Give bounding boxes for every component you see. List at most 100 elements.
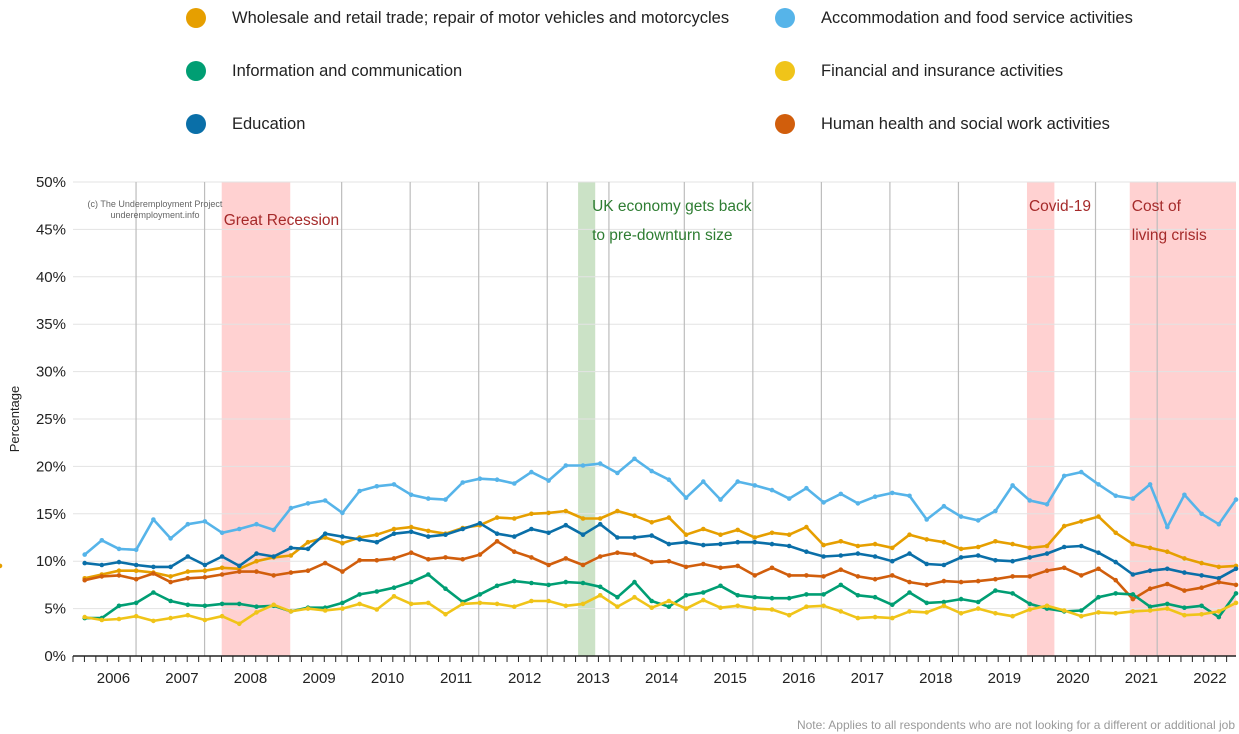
legend: Wholesale and retail trade; repair of mo… [0, 0, 1239, 150]
x-tick-label: 2012 [508, 670, 541, 687]
data-point [1147, 482, 1153, 487]
legend-item: Accommodation and food service activitie… [775, 8, 1133, 28]
data-point [1044, 568, 1050, 573]
data-point [1147, 545, 1153, 551]
data-point [460, 601, 466, 607]
y-tick-label: 50% [36, 174, 66, 191]
y-axis-label: Percentage [7, 386, 22, 453]
data-point [683, 495, 689, 501]
data-point [288, 553, 294, 558]
data-point [872, 494, 878, 500]
x-tick-label: 2022 [1193, 670, 1226, 687]
data-point [632, 552, 637, 557]
data-point [718, 497, 723, 502]
data-point [632, 513, 637, 518]
data-point [1233, 497, 1239, 502]
data-point [683, 564, 689, 570]
data-point [185, 554, 191, 559]
legend-item: Information and communication [186, 61, 462, 81]
data-point [1061, 473, 1067, 479]
data-point [907, 590, 912, 595]
data-point [907, 609, 912, 614]
data-point [890, 545, 895, 551]
data-point [1182, 588, 1187, 593]
data-point [597, 554, 603, 559]
data-point [958, 611, 964, 616]
data-point [1079, 469, 1084, 475]
data-point [924, 610, 929, 615]
data-point [408, 529, 414, 535]
watermark-text: underemployment.info [110, 210, 199, 220]
data-point [855, 551, 861, 556]
data-point [649, 520, 654, 525]
data-point [615, 535, 620, 540]
data-point [254, 610, 259, 615]
data-point [1096, 550, 1101, 555]
data-point [1130, 596, 1136, 602]
data-point [1061, 608, 1067, 613]
data-point [958, 579, 964, 585]
data-point [494, 515, 500, 520]
data-point [752, 483, 758, 488]
data-point [838, 582, 844, 588]
data-point [99, 562, 105, 568]
data-point [683, 532, 689, 537]
data-point [202, 568, 208, 573]
data-point [185, 612, 191, 618]
data-point [993, 611, 998, 616]
data-point [185, 569, 191, 574]
data-point [512, 534, 517, 539]
data-point [975, 553, 981, 558]
data-point [563, 556, 569, 561]
data-point [288, 609, 294, 614]
data-point [151, 517, 156, 522]
data-point [597, 593, 603, 598]
data-point [1044, 502, 1050, 507]
data-point [580, 580, 586, 586]
data-point [512, 578, 517, 584]
x-tick-label: 2017 [851, 670, 884, 687]
data-point [512, 604, 517, 609]
data-point [1199, 560, 1204, 566]
data-point [701, 590, 706, 595]
legend-label: Human health and social work activities [821, 114, 1110, 133]
data-point [563, 463, 569, 468]
data-point [752, 594, 758, 600]
data-point [322, 498, 328, 503]
data-point [0, 563, 3, 569]
data-point [1130, 592, 1136, 597]
data-point [838, 491, 844, 497]
data-point [890, 602, 895, 608]
data-point [1147, 568, 1153, 573]
data-point [907, 493, 912, 499]
data-point [1027, 601, 1033, 607]
data-point [735, 527, 740, 533]
data-point [855, 593, 861, 598]
data-point [443, 555, 448, 560]
y-tick-label: 10% [36, 553, 66, 570]
data-point [168, 579, 173, 585]
data-point [786, 595, 792, 601]
data-point [872, 541, 878, 547]
data-point [133, 600, 139, 606]
data-point [408, 601, 414, 607]
data-point [752, 535, 758, 540]
data-point [752, 606, 758, 611]
data-point [374, 558, 380, 563]
data-point [477, 600, 483, 606]
x-tick-label: 2010 [371, 670, 404, 687]
data-point [340, 534, 345, 539]
data-point [993, 539, 998, 544]
data-point [237, 563, 242, 569]
data-point [202, 603, 208, 609]
data-point [460, 526, 466, 532]
y-tick-label: 45% [36, 221, 66, 238]
data-point [752, 539, 758, 545]
data-point [271, 527, 277, 533]
data-point [237, 569, 242, 574]
data-point [219, 554, 225, 559]
data-point [477, 476, 483, 482]
data-point [443, 497, 448, 502]
data-point [237, 621, 242, 627]
data-point [1010, 558, 1015, 564]
